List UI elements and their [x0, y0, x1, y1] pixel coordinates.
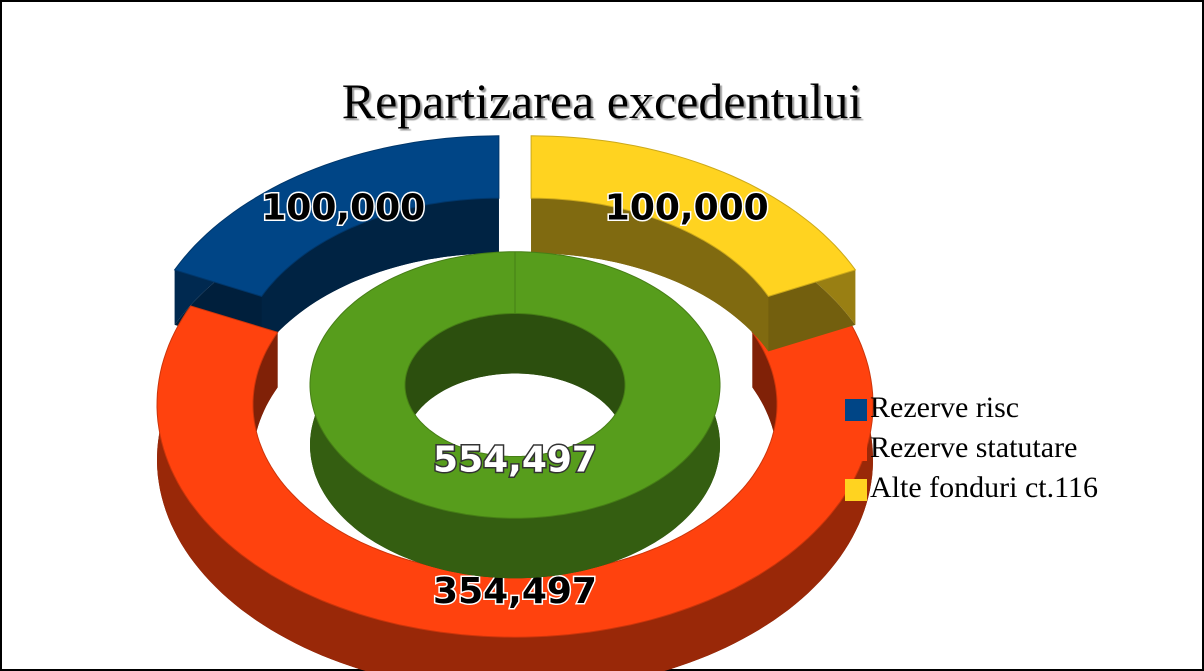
plot: 100,000 354,497 100,000 554,497 — [156, 135, 874, 671]
segment-inner-wall — [261, 198, 499, 352]
legend: Rezerve risc Rezerve statutare Alte fondur… — [845, 391, 1098, 504]
segment-top — [173, 135, 500, 297]
segment — [309, 251, 721, 579]
data-label: 554,497 — [433, 439, 597, 480]
legend-label: Rezerve statutare — [870, 431, 1077, 464]
legend-label: Rezerve risc — [870, 391, 1019, 424]
data-label: 100,000 — [605, 188, 769, 229]
segment-inner-wall — [405, 313, 515, 445]
data-label: 100,000 — [261, 188, 425, 229]
legend-swatch — [845, 439, 867, 461]
segment-inner-wall — [515, 313, 625, 445]
chart-title: Repartizarea excedentului — [342, 73, 863, 129]
segment-top — [309, 251, 721, 519]
segment-top — [530, 135, 857, 297]
data-label: 354,497 — [433, 571, 597, 612]
segment-inner-wall — [253, 332, 278, 460]
segment — [173, 135, 500, 352]
legend-swatch — [845, 399, 867, 421]
legend-label: Alte fonduri ct.116 — [870, 471, 1098, 504]
segment-inner-wall — [752, 332, 777, 460]
legend-swatch — [845, 479, 867, 501]
segment — [530, 135, 857, 352]
segment-inner-wall — [531, 198, 769, 352]
